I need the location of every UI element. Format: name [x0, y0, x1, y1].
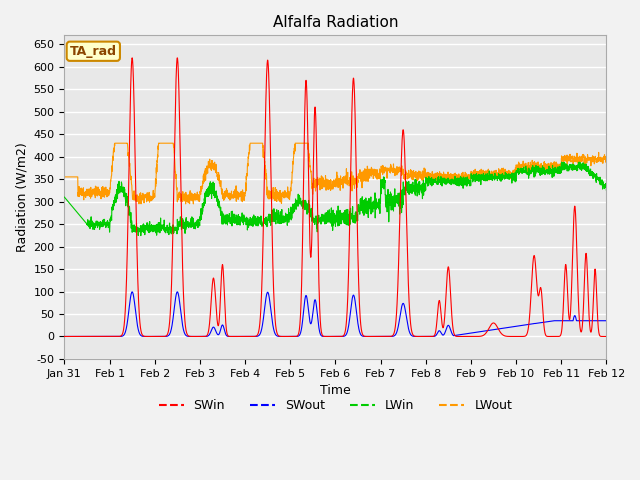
- Y-axis label: Radiation (W/m2): Radiation (W/m2): [15, 142, 28, 252]
- Legend: SWin, SWout, LWin, LWout: SWin, SWout, LWin, LWout: [154, 395, 517, 418]
- X-axis label: Time: Time: [320, 384, 351, 397]
- Text: TA_rad: TA_rad: [70, 45, 117, 58]
- Title: Alfalfa Radiation: Alfalfa Radiation: [273, 15, 398, 30]
